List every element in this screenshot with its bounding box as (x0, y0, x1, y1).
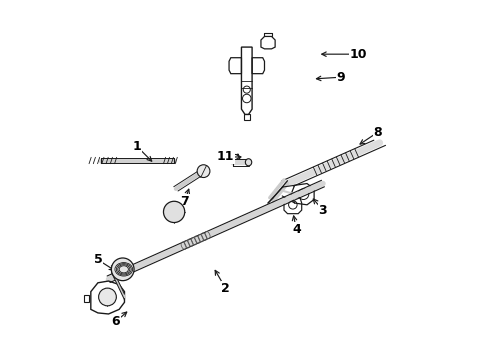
Ellipse shape (245, 159, 252, 166)
Circle shape (111, 258, 134, 281)
Text: 4: 4 (292, 223, 301, 236)
Text: 3: 3 (318, 204, 327, 217)
Text: 7: 7 (180, 195, 189, 208)
Text: 9: 9 (337, 71, 345, 84)
Text: 10: 10 (350, 48, 367, 61)
Text: 2: 2 (221, 282, 230, 294)
Text: 11: 11 (217, 150, 234, 163)
Text: 8: 8 (373, 126, 382, 139)
Circle shape (98, 288, 116, 306)
Circle shape (164, 201, 185, 222)
Text: 6: 6 (111, 315, 120, 328)
Text: 5: 5 (94, 253, 102, 266)
Text: 1: 1 (132, 140, 141, 153)
Circle shape (197, 165, 210, 177)
